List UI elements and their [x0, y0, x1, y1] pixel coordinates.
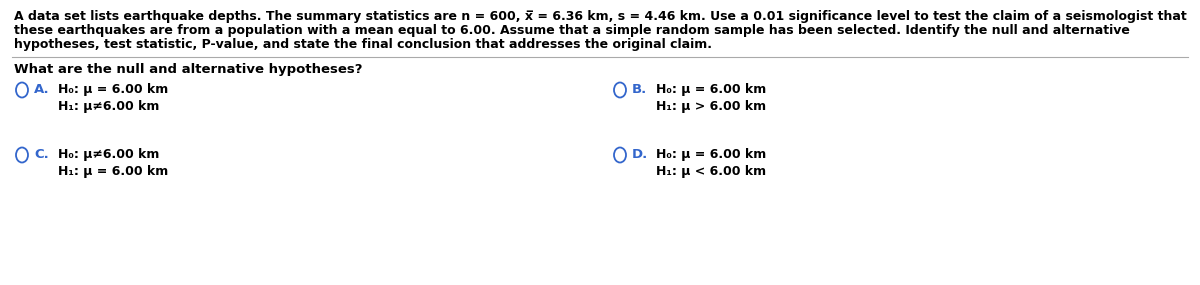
- Text: H₀: μ≠6.00 km: H₀: μ≠6.00 km: [58, 148, 160, 161]
- Text: H₀: μ = 6.00 km: H₀: μ = 6.00 km: [656, 83, 767, 96]
- Text: H₁: μ > 6.00 km: H₁: μ > 6.00 km: [656, 100, 766, 113]
- Text: hypotheses, test statistic, P-value, and state the final conclusion that address: hypotheses, test statistic, P-value, and…: [14, 38, 712, 51]
- Text: H₁: μ < 6.00 km: H₁: μ < 6.00 km: [656, 165, 766, 178]
- Text: What are the null and alternative hypotheses?: What are the null and alternative hypoth…: [14, 63, 362, 76]
- Text: H₁: μ = 6.00 km: H₁: μ = 6.00 km: [58, 165, 168, 178]
- Text: B.: B.: [632, 83, 647, 96]
- Text: H₁: μ≠6.00 km: H₁: μ≠6.00 km: [58, 100, 160, 113]
- Text: H₀: μ = 6.00 km: H₀: μ = 6.00 km: [58, 83, 168, 96]
- Text: A data set lists earthquake depths. The summary statistics are n = 600, x̅ = 6.3: A data set lists earthquake depths. The …: [14, 10, 1187, 23]
- Text: H₀: μ = 6.00 km: H₀: μ = 6.00 km: [656, 148, 767, 161]
- Text: D.: D.: [632, 148, 648, 161]
- Text: C.: C.: [34, 148, 49, 161]
- Text: these earthquakes are from a population with a mean equal to 6.00. Assume that a: these earthquakes are from a population …: [14, 24, 1130, 37]
- Text: A.: A.: [34, 83, 49, 96]
